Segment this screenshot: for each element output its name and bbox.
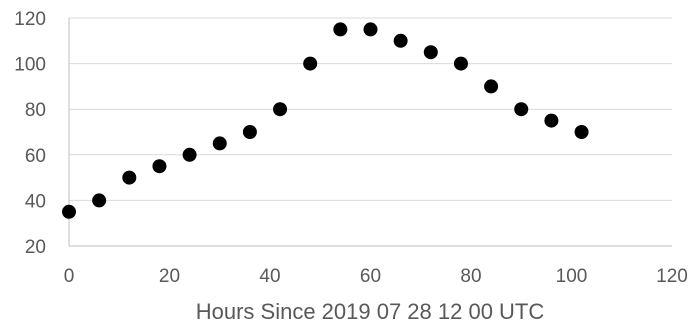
data-point xyxy=(484,79,499,94)
data-point xyxy=(363,22,378,37)
y-tick-label-120: 120 xyxy=(14,9,46,30)
x-tick-label-20: 20 xyxy=(159,266,180,287)
x-tick-label-40: 40 xyxy=(259,266,280,287)
data-point xyxy=(242,125,257,139)
data-point xyxy=(303,56,318,71)
y-tick-label-20: 20 xyxy=(25,237,46,258)
x-tick-label-120: 120 xyxy=(656,266,688,287)
data-point xyxy=(152,159,167,174)
x-tick-labels: 0 20 40 60 80 100 120 xyxy=(64,266,688,287)
y-tick-label-40: 40 xyxy=(25,191,46,212)
data-point xyxy=(333,22,348,37)
x-tick-label-80: 80 xyxy=(460,266,481,287)
data-point xyxy=(182,147,197,162)
data-point xyxy=(423,45,438,60)
x-axis-title: Hours Since 2019 07 28 12 00 UTC xyxy=(196,299,545,324)
data-point xyxy=(453,56,468,71)
gridlines xyxy=(69,17,672,201)
data-point xyxy=(122,170,137,185)
data-point xyxy=(393,33,408,48)
x-tick-label-60: 60 xyxy=(360,266,381,287)
data-point xyxy=(514,102,529,117)
data-point xyxy=(92,193,107,208)
data-point xyxy=(212,136,227,151)
y-tick-label-100: 100 xyxy=(14,55,46,76)
data-point xyxy=(62,204,76,219)
x-tick-label-100: 100 xyxy=(556,266,588,287)
data-point xyxy=(574,125,589,139)
data-point xyxy=(273,102,288,117)
x-tick-label-0: 0 xyxy=(64,266,75,287)
y-tick-labels: 20 40 60 80 100 120 xyxy=(14,9,46,258)
data-point xyxy=(544,113,559,128)
y-tick-label-80: 80 xyxy=(25,100,46,121)
data-points xyxy=(62,22,589,219)
y-tick-label-60: 60 xyxy=(25,146,46,167)
